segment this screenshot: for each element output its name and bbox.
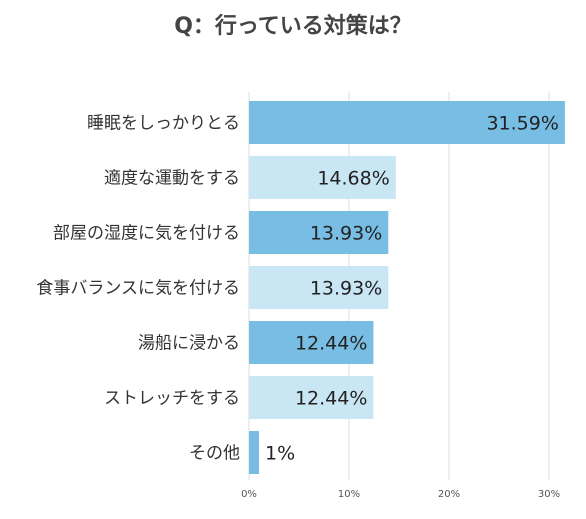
value-label-5: 12.44% bbox=[295, 388, 367, 410]
value-label-0: 31.59% bbox=[486, 113, 558, 135]
bar-0 bbox=[249, 101, 565, 144]
bar-5 bbox=[249, 376, 374, 419]
bar-1 bbox=[249, 156, 396, 199]
category-label-2: 部屋の湿度に気を付ける bbox=[53, 224, 240, 244]
category-label-3: 食事バランスに気を付ける bbox=[36, 279, 240, 299]
category-label-1: 適度な運動をする bbox=[104, 169, 240, 189]
tick-label-20: 20% bbox=[438, 489, 460, 500]
category-label-0: 睡眠をしっかりとる bbox=[87, 114, 240, 134]
value-label-6: 1% bbox=[265, 443, 295, 465]
category-label-6: その他 bbox=[189, 444, 240, 464]
bar-3 bbox=[249, 266, 389, 309]
bar-4 bbox=[249, 321, 374, 364]
value-label-3: 13.93% bbox=[310, 278, 382, 300]
tick-label-0: 0% bbox=[241, 489, 257, 500]
category-label-4: 湯船に浸かる bbox=[138, 334, 240, 354]
tick-label-10: 10% bbox=[338, 489, 360, 500]
value-label-4: 12.44% bbox=[295, 333, 367, 355]
bar-2 bbox=[249, 211, 389, 254]
tick-label-30: 30% bbox=[538, 489, 560, 500]
category-label-5: ストレッチをする bbox=[104, 389, 240, 409]
labels: 0% 10% 20% 30% 睡眠をしっかりとる 31.59% 適度な運動をする 14.68%… bbox=[36, 113, 560, 501]
bars bbox=[249, 101, 565, 474]
chart-title: Q：行っている対策は？ bbox=[174, 13, 412, 39]
value-label-2: 13.93% bbox=[310, 223, 382, 245]
value-label-1: 14.68% bbox=[317, 168, 389, 190]
bar-6 bbox=[249, 431, 259, 474]
